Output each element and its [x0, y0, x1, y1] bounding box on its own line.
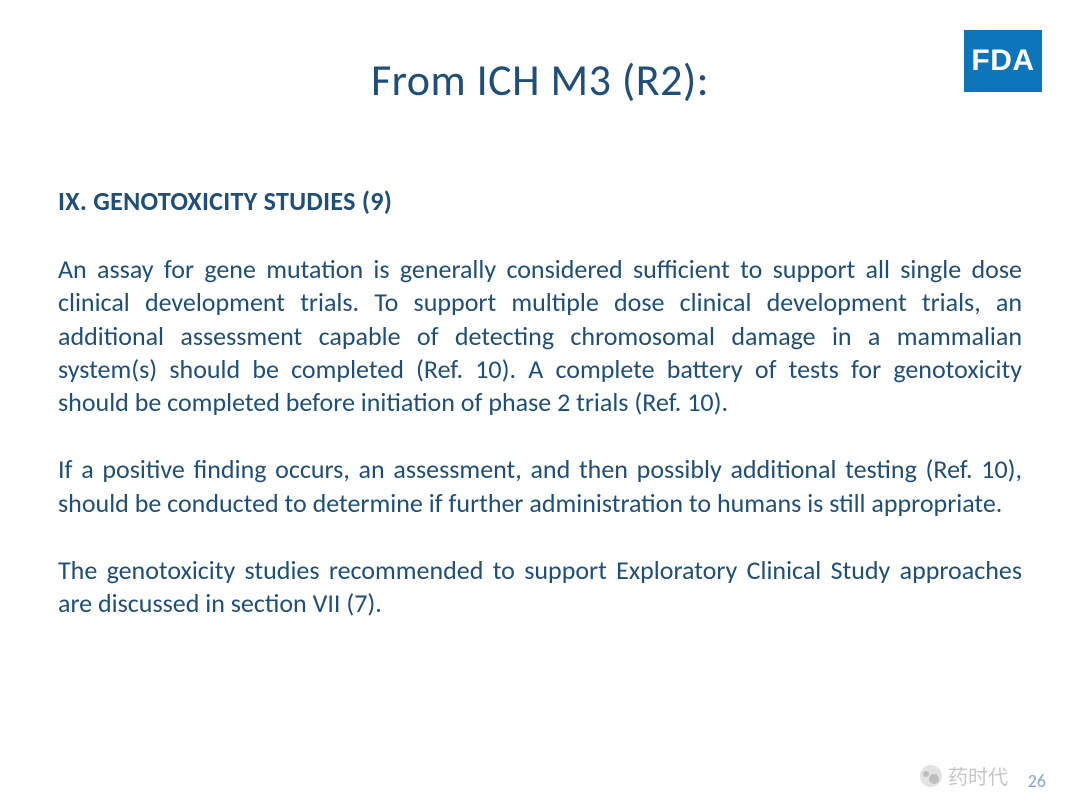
slide-container: FDA From ICH M3 (R2): IX. GENOTOXICITY S…	[0, 0, 1080, 810]
paragraph-1: An assay for gene mutation is generally …	[58, 253, 1022, 419]
section-heading: IX. GENOTOXICITY STUDIES (9)	[58, 185, 1022, 217]
paragraph-3: The genotoxicity studies recommended to …	[58, 554, 1022, 621]
fda-logo-text: FDA	[971, 44, 1034, 78]
paragraph-2: If a positive finding occurs, an assessm…	[58, 453, 1022, 520]
page-number: 26	[1028, 770, 1046, 792]
watermark-text: 药时代	[948, 761, 1008, 790]
fda-logo: FDA	[964, 30, 1042, 92]
slide-title: From ICH M3 (R2):	[58, 53, 1022, 107]
watermark: 药时代	[920, 761, 1008, 790]
wechat-icon	[920, 765, 942, 787]
